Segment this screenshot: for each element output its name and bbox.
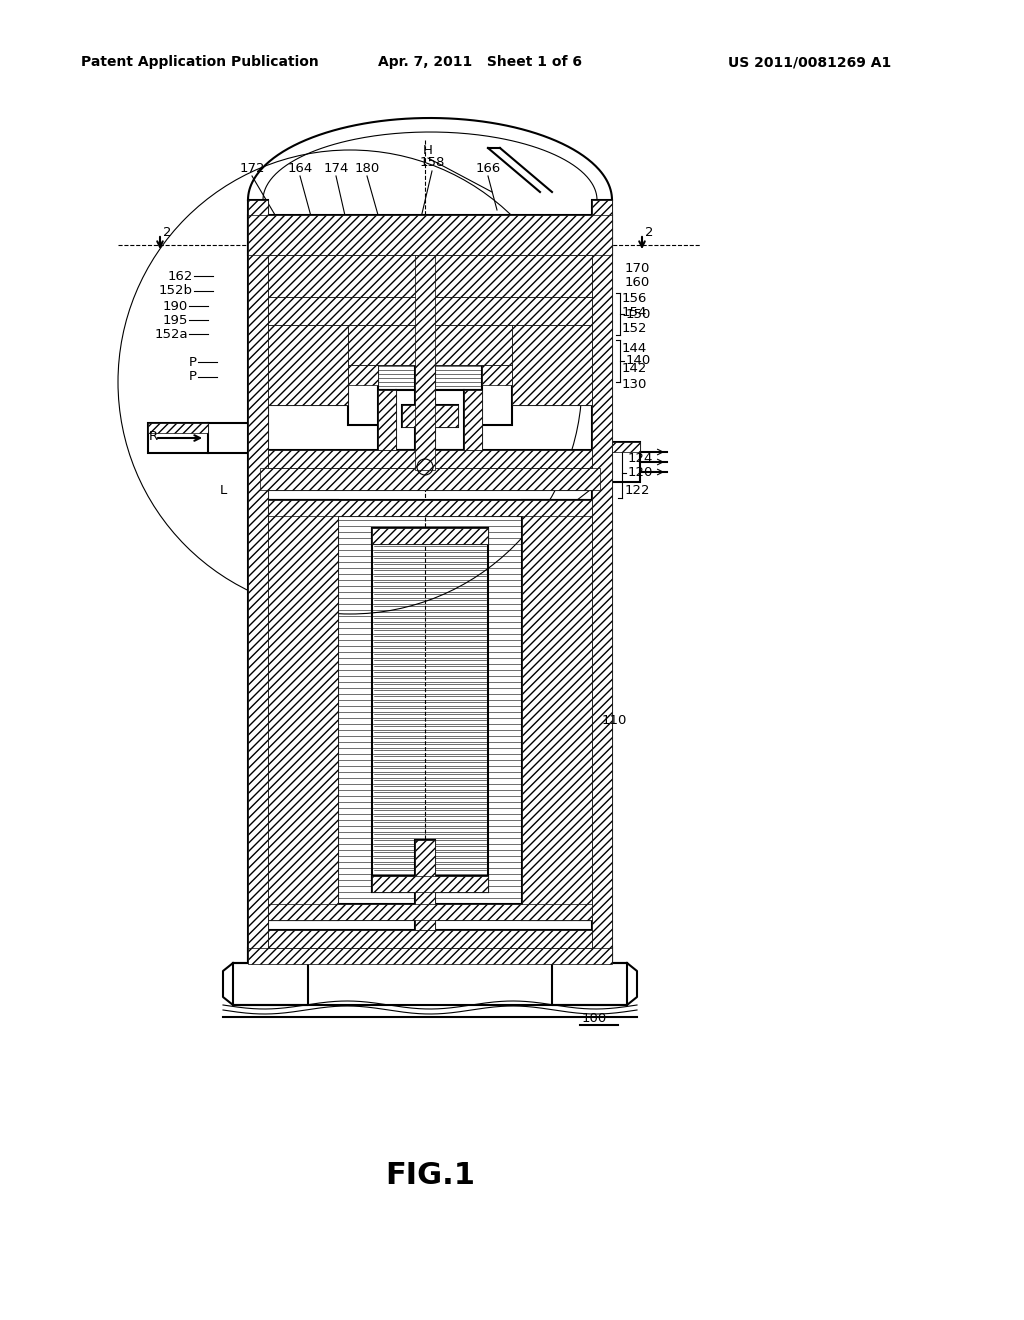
Bar	[268, 931, 592, 948]
Bar	[348, 325, 512, 366]
Bar	[372, 528, 488, 544]
Bar	[372, 876, 488, 892]
Bar	[372, 876, 488, 892]
Bar	[612, 442, 640, 482]
Bar	[248, 215, 612, 255]
Bar	[268, 255, 592, 297]
Text: US 2011/0081269 A1: US 2011/0081269 A1	[728, 55, 892, 69]
Bar	[522, 500, 592, 920]
Bar	[268, 931, 592, 948]
Bar	[260, 469, 600, 490]
Bar	[268, 297, 592, 325]
Text: 152a: 152a	[155, 327, 188, 341]
Text: 156: 156	[622, 292, 647, 305]
Bar	[268, 904, 592, 920]
Text: 150: 150	[626, 308, 651, 321]
Text: 120: 120	[628, 466, 653, 479]
Bar	[148, 422, 208, 453]
Bar	[268, 500, 592, 516]
Bar	[396, 389, 464, 450]
Text: 152: 152	[622, 322, 647, 334]
Text: 110: 110	[602, 714, 628, 726]
Bar	[402, 405, 458, 426]
Bar	[348, 366, 378, 425]
Text: 164: 164	[288, 161, 312, 174]
Bar	[522, 500, 592, 920]
Text: 2: 2	[645, 226, 653, 239]
Text: R: R	[148, 429, 158, 442]
Bar	[148, 422, 208, 433]
Text: 152b: 152b	[159, 285, 193, 297]
Bar	[248, 948, 612, 964]
Bar	[248, 201, 268, 960]
Text: 170: 170	[625, 261, 650, 275]
Bar	[592, 201, 612, 960]
Bar	[415, 840, 435, 931]
Bar	[233, 964, 627, 1005]
Text: 166: 166	[475, 161, 501, 174]
Text: 158: 158	[419, 157, 444, 169]
Bar	[512, 325, 592, 405]
Text: 142: 142	[622, 362, 647, 375]
Text: 154: 154	[622, 306, 647, 319]
Bar	[378, 389, 396, 450]
Bar	[612, 442, 640, 451]
Text: 180: 180	[354, 161, 380, 174]
Bar	[415, 840, 435, 931]
Text: 2: 2	[163, 226, 171, 239]
Bar	[482, 366, 512, 385]
Text: 160: 160	[625, 276, 650, 289]
Bar	[415, 255, 435, 470]
Bar	[415, 255, 435, 470]
Bar	[268, 500, 338, 920]
Bar	[268, 325, 348, 405]
Bar	[268, 325, 348, 405]
Text: 130: 130	[622, 379, 647, 392]
Bar	[268, 450, 592, 469]
Text: 172: 172	[240, 161, 265, 174]
Bar	[268, 450, 592, 469]
Text: 162: 162	[168, 269, 193, 282]
Bar	[348, 325, 512, 366]
Text: Apr. 7, 2011   Sheet 1 of 6: Apr. 7, 2011 Sheet 1 of 6	[378, 55, 582, 69]
Bar	[592, 201, 612, 960]
Text: P: P	[189, 371, 197, 384]
Text: 100: 100	[582, 1011, 607, 1024]
Text: P: P	[189, 355, 197, 368]
Bar	[268, 297, 592, 325]
Bar	[464, 389, 482, 450]
Bar	[248, 948, 612, 964]
Bar	[268, 255, 592, 297]
Bar	[372, 528, 488, 544]
Text: 190: 190	[163, 300, 188, 313]
Bar	[268, 904, 592, 920]
Bar	[348, 366, 378, 385]
Bar	[464, 389, 482, 450]
Bar	[260, 469, 600, 490]
Text: 140: 140	[626, 355, 651, 367]
Bar	[248, 201, 268, 960]
Text: 195: 195	[163, 314, 188, 326]
Bar	[512, 325, 592, 405]
Bar	[248, 215, 612, 255]
Text: FIG.1: FIG.1	[385, 1160, 475, 1189]
Text: 122: 122	[625, 483, 650, 496]
Bar	[378, 389, 396, 450]
Bar	[372, 528, 488, 892]
Text: L: L	[220, 483, 227, 496]
Bar	[268, 500, 338, 920]
Bar	[268, 500, 592, 516]
Bar	[348, 366, 512, 389]
Text: 174: 174	[324, 161, 349, 174]
Text: 144: 144	[622, 342, 647, 355]
Text: H: H	[423, 144, 433, 157]
Text: Patent Application Publication: Patent Application Publication	[81, 55, 318, 69]
Bar	[402, 405, 458, 426]
Bar	[482, 366, 512, 425]
Text: 124: 124	[628, 451, 653, 465]
